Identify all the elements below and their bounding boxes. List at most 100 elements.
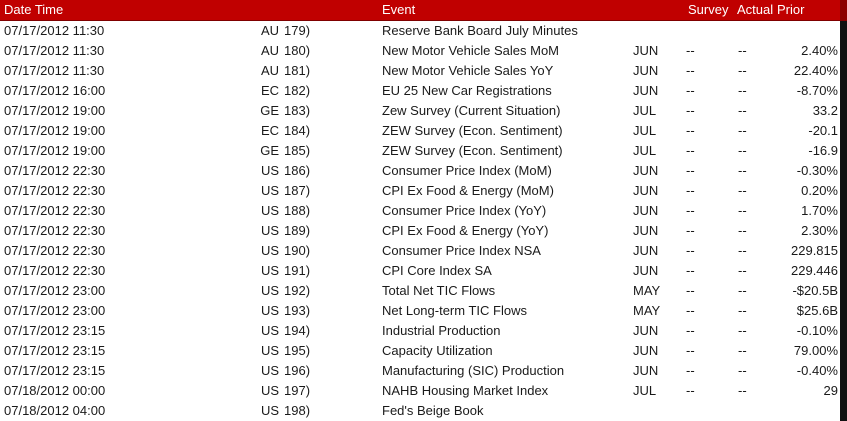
cell-actual: -- [738, 143, 747, 158]
cell-index[interactable]: 194) [284, 323, 311, 338]
table-row[interactable]: 07/17/2012 19:00 GE 183) Zew Survey (Cur… [0, 101, 840, 121]
cell-month: JUN [633, 343, 659, 358]
cell-index[interactable]: 180) [284, 43, 311, 58]
cell-country: US [260, 243, 279, 258]
cell-event: New Motor Vehicle Sales YoY [382, 63, 554, 78]
cell-event: Net Long-term TIC Flows [382, 303, 527, 318]
cell-prior: 229.446 [791, 263, 838, 278]
table-row[interactable]: 07/17/2012 22:30 US 191) CPI Core Index … [0, 261, 840, 281]
cell-index[interactable]: 185) [284, 143, 311, 158]
right-edge-strip-header [840, 0, 847, 21]
cell-actual: -- [738, 343, 747, 358]
cell-index[interactable]: 195) [284, 343, 311, 358]
table-row[interactable]: 07/18/2012 04:00 US 198) Fed's Beige Boo… [0, 401, 840, 421]
cell-country: US [260, 283, 279, 298]
cell-survey: -- [686, 63, 695, 78]
cell-prior: 29 [823, 383, 838, 398]
cell-country: US [260, 383, 279, 398]
cell-month: JUL [633, 143, 657, 158]
cell-country: GE [260, 103, 279, 118]
cell-month: JUN [633, 163, 659, 178]
cell-survey: -- [686, 123, 695, 138]
cell-survey: -- [686, 263, 695, 278]
cell-survey [683, 401, 736, 421]
cell-country: US [260, 403, 279, 418]
cell-survey: -- [686, 363, 695, 378]
cell-prior: $25.6B [796, 303, 838, 318]
cell-index[interactable]: 198) [284, 403, 311, 418]
cell-prior: 0.20% [801, 183, 838, 198]
table-row[interactable]: 07/17/2012 11:30 AU 179) Reserve Bank Bo… [0, 21, 840, 41]
cell-index[interactable]: 186) [284, 163, 311, 178]
cell-index[interactable]: 191) [284, 263, 311, 278]
cell-survey: -- [686, 143, 695, 158]
cell-index[interactable]: 182) [284, 83, 311, 98]
cell-prior: 2.30% [801, 223, 838, 238]
cell-datetime: 07/17/2012 11:30 [4, 43, 105, 58]
cell-datetime: 07/17/2012 23:15 [4, 363, 106, 378]
cell-index[interactable]: 184) [284, 123, 311, 138]
table-row[interactable]: 07/17/2012 11:30 AU 180) New Motor Vehic… [0, 41, 840, 61]
cell-index[interactable]: 190) [284, 243, 311, 258]
table-row[interactable]: 07/17/2012 22:30 US 189) CPI Ex Food & E… [0, 221, 840, 241]
cell-month: JUN [633, 83, 659, 98]
table-row[interactable]: 07/17/2012 16:00 EC 182) EU 25 New Car R… [0, 81, 840, 101]
cell-event: CPI Core Index SA [382, 263, 492, 278]
table-row[interactable]: 07/17/2012 23:15 US 194) Industrial Prod… [0, 321, 840, 341]
cell-actual: -- [738, 383, 747, 398]
table-row[interactable]: 07/17/2012 22:30 US 188) Consumer Price … [0, 201, 840, 221]
cell-datetime: 07/17/2012 22:30 [4, 203, 106, 218]
cell-event: New Motor Vehicle Sales MoM [382, 43, 560, 58]
table-row[interactable]: 07/17/2012 19:00 EC 184) ZEW Survey (Eco… [0, 121, 840, 141]
cell-index[interactable]: 192) [284, 283, 311, 298]
cell-survey: -- [686, 343, 695, 358]
cell-survey: -- [686, 183, 695, 198]
cell-survey: -- [686, 43, 695, 58]
table-body: 07/17/2012 11:30 AU 179) Reserve Bank Bo… [0, 21, 840, 421]
cell-prior: 22.40% [793, 63, 838, 78]
cell-month: JUN [633, 63, 659, 78]
cell-event: CPI Ex Food & Energy (YoY) [382, 223, 549, 238]
cell-prior: -$20.5B [792, 283, 838, 298]
table-row[interactable]: 07/17/2012 22:30 US 186) Consumer Price … [0, 161, 840, 181]
cell-datetime: 07/17/2012 16:00 [4, 83, 106, 98]
cell-index[interactable]: 189) [284, 223, 311, 238]
cell-datetime: 07/17/2012 22:30 [4, 243, 106, 258]
table-row[interactable]: 07/17/2012 23:00 US 193) Net Long-term T… [0, 301, 840, 321]
cell-event: NAHB Housing Market Index [382, 383, 549, 398]
cell-index[interactable]: 179) [284, 23, 311, 38]
cell-index[interactable]: 181) [284, 63, 311, 78]
table-row[interactable]: 07/17/2012 22:30 US 187) CPI Ex Food & E… [0, 181, 840, 201]
cell-event: ZEW Survey (Econ. Sentiment) [382, 123, 563, 138]
cell-month: JUN [633, 223, 659, 238]
table-row[interactable]: 07/17/2012 23:15 US 195) Capacity Utiliz… [0, 341, 840, 361]
cell-index[interactable]: 197) [284, 383, 311, 398]
cell-datetime: 07/17/2012 22:30 [4, 263, 106, 278]
cell-survey: -- [686, 203, 695, 218]
cell-actual: -- [738, 123, 747, 138]
cell-event: CPI Ex Food & Energy (MoM) [382, 183, 554, 198]
cell-survey: -- [686, 303, 695, 318]
table-row[interactable]: 07/17/2012 23:15 US 196) Manufacturing (… [0, 361, 840, 381]
table-row[interactable]: 07/18/2012 00:00 US 197) NAHB Housing Ma… [0, 381, 840, 401]
table-row[interactable]: 07/17/2012 23:00 US 192) Total Net TIC F… [0, 281, 840, 301]
cell-country: GE [260, 143, 279, 158]
cell-index[interactable]: 196) [284, 363, 311, 378]
table-row[interactable]: 07/17/2012 19:00 GE 185) ZEW Survey (Eco… [0, 141, 840, 161]
cell-prior: -0.10% [796, 323, 838, 338]
cell-actual [736, 21, 780, 41]
cell-country: US [260, 163, 279, 178]
cell-datetime: 07/17/2012 22:30 [4, 223, 106, 238]
cell-index[interactable]: 188) [284, 203, 311, 218]
table-row[interactable]: 07/17/2012 11:30 AU 181) New Motor Vehic… [0, 61, 840, 81]
cell-index[interactable]: 193) [284, 303, 311, 318]
cell-month: MAY [633, 283, 661, 298]
cell-index[interactable]: 183) [284, 103, 311, 118]
cell-month: JUL [633, 123, 657, 138]
cell-month: JUN [633, 203, 659, 218]
cell-index[interactable]: 187) [284, 183, 311, 198]
cell-prior [780, 401, 838, 421]
cell-actual: -- [738, 283, 747, 298]
table-row[interactable]: 07/17/2012 22:30 US 190) Consumer Price … [0, 241, 840, 261]
